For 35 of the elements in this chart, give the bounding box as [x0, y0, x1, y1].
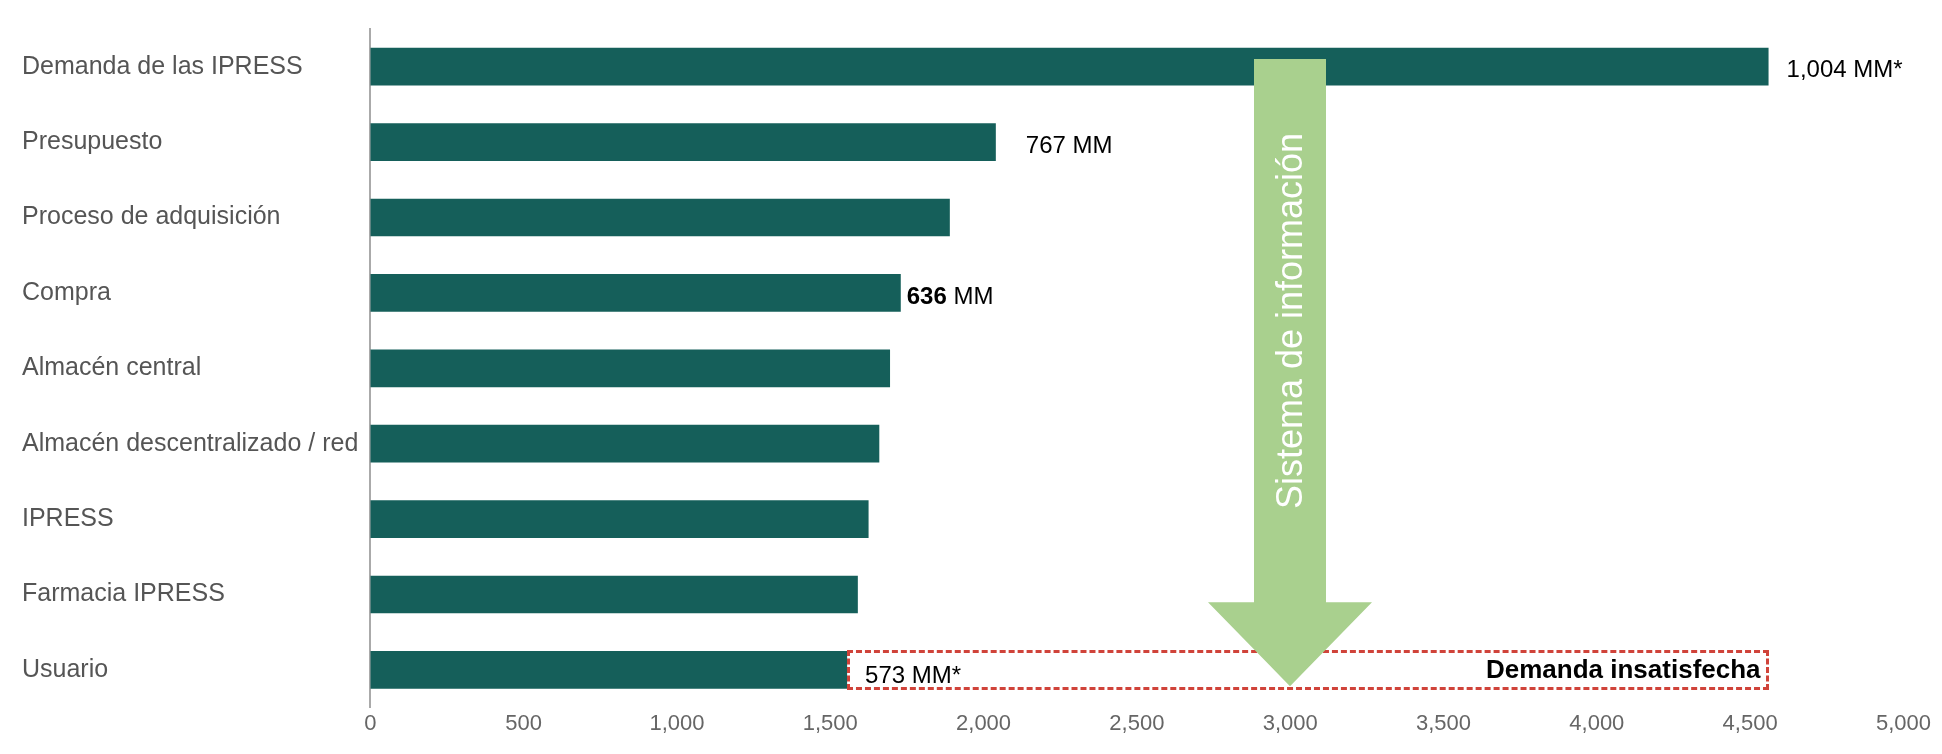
annotation: 767 MM	[1025, 130, 1113, 158]
bar	[370, 575, 858, 614]
y-tick-label: IPRESS	[22, 502, 114, 531]
annotation: 636 MM	[906, 281, 994, 309]
annotation: 573 MM*	[865, 660, 962, 688]
x-tick-label: 4,500	[1722, 709, 1778, 735]
y-tick-label: Proceso de adquisición	[22, 201, 281, 230]
x-tick-label: 2,000	[956, 709, 1012, 735]
y-tick-label: Almacén descentralizado / red	[22, 427, 359, 456]
bar	[370, 198, 950, 237]
x-tick-label: 0	[364, 709, 377, 735]
bar	[370, 349, 891, 388]
x-tick-label: 5,000	[1875, 709, 1931, 735]
y-tick-label: Usuario	[22, 653, 109, 682]
x-tick-label: 2,500	[1109, 709, 1165, 735]
annotation: Demanda insatisfecha	[1486, 653, 1761, 685]
y-tick-label: Farmacia IPRESS	[22, 578, 225, 607]
bar	[370, 651, 848, 689]
x-tick-label: 500	[505, 709, 542, 735]
x-tick-label: 1,500	[802, 709, 858, 735]
bar	[370, 123, 996, 161]
x-tick-label: 1,000	[649, 709, 705, 735]
y-tick-label: Almacén central	[22, 352, 202, 381]
bar	[370, 47, 1769, 86]
y-tick-label: Demanda de las IPRESS	[22, 50, 303, 79]
bar	[370, 500, 869, 538]
annotation: 1,004 MM*	[1786, 55, 1903, 83]
bar	[370, 424, 880, 463]
y-tick-label: Presupuesto	[22, 125, 163, 154]
x-tick-label: 3,500	[1415, 709, 1472, 735]
bar	[370, 274, 901, 312]
y-tick-label: Compra	[22, 276, 112, 305]
x-tick-label: 4,000	[1569, 709, 1625, 735]
x-tick-label: 3,000	[1262, 709, 1318, 735]
annotation: Sistema de información	[1269, 133, 1312, 510]
